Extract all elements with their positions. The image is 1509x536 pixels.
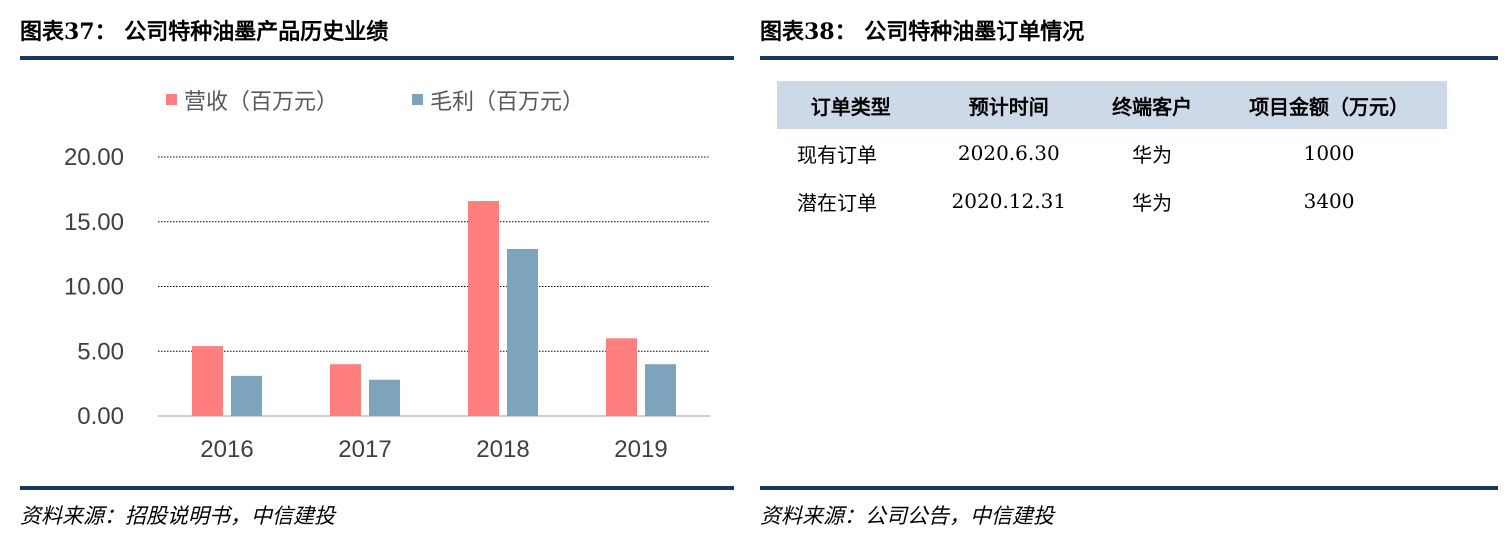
left-panel-title: 图表37： 公司特种油墨产品历史业绩 <box>20 19 389 45</box>
bar-chart: 营收（百万元） 毛利（百万元） 20.00 15.00 10.00 5.00 0.00 2… <box>64 89 710 463</box>
bar-2017-1 <box>369 379 400 416</box>
y-tick-label: 20.00 <box>64 144 124 171</box>
bar-2017-0 <box>330 364 361 416</box>
table-row: 现有订单 2020.6.30 华为 1000 <box>777 129 1447 177</box>
cell-expected-time: 2020.6.30 <box>957 141 1060 165</box>
cell-order-type: 潜在订单 <box>797 190 877 215</box>
bar-2018-0 <box>468 201 499 416</box>
header-project-amount: 项目金额（万元） <box>1211 81 1447 129</box>
right-bottom-rule <box>760 486 1498 490</box>
cell-project-amount: 1000 <box>1303 141 1355 165</box>
y-tick-label: 5.00 <box>77 338 124 365</box>
left-title-rule <box>20 56 734 60</box>
orders-table: 订单类型 预计时间 终端客户 项目金额（万元） 现有订单 2020.6.30 华… <box>777 81 1447 225</box>
x-tick-label: 2019 <box>614 436 667 463</box>
y-tick-label: 10.00 <box>64 274 124 301</box>
header-end-customer: 终端客户 <box>1093 81 1212 129</box>
cell-expected-time: 2020.12.31 <box>951 189 1067 213</box>
cell-end-customer: 华为 <box>1132 142 1173 167</box>
y-tick-label: 15.00 <box>64 209 124 236</box>
legend-label-1: 毛利（百万元） <box>430 89 584 114</box>
legend-label-0: 营收（百万元） <box>184 89 338 114</box>
cell-order-type: 现有订单 <box>797 142 877 167</box>
right-source-note: 资料来源：公司公告，中信建投 <box>760 504 1054 528</box>
x-axis-labels: 2016 2017 2018 2019 <box>200 436 667 463</box>
chart-bars <box>192 201 676 416</box>
x-tick-label: 2017 <box>338 436 391 463</box>
header-order-type: 订单类型 <box>777 81 925 129</box>
y-tick-label: 0.00 <box>77 403 124 430</box>
right-panel-title: 图表38： 公司特种油墨订单情况 <box>760 19 1085 45</box>
bar-2016-1 <box>231 375 262 416</box>
legend-swatch-1 <box>412 94 423 105</box>
right-title-rule <box>760 56 1498 60</box>
bar-2019-0 <box>606 338 637 416</box>
cell-project-amount: 3400 <box>1303 189 1355 213</box>
header-expected-time: 预计时间 <box>924 81 1094 129</box>
legend-swatch-0 <box>166 94 177 105</box>
chart-legend: 营收（百万元） 毛利（百万元） <box>166 89 584 114</box>
bar-2019-1 <box>645 364 676 416</box>
left-source-note: 资料来源：招股说明书，中信建投 <box>20 504 335 528</box>
table-row: 潜在订单 2020.12.31 华为 3400 <box>777 177 1447 225</box>
cell-end-customer: 华为 <box>1132 190 1173 215</box>
bar-2016-0 <box>192 346 223 416</box>
bar-2018-1 <box>507 248 538 416</box>
x-tick-label: 2016 <box>200 436 253 463</box>
x-tick-label: 2018 <box>476 436 529 463</box>
left-bottom-rule <box>20 486 734 490</box>
table-header-row: 订单类型 预计时间 终端客户 项目金额（万元） <box>777 81 1447 129</box>
y-axis-labels: 20.00 15.00 10.00 5.00 0.00 <box>64 144 124 430</box>
